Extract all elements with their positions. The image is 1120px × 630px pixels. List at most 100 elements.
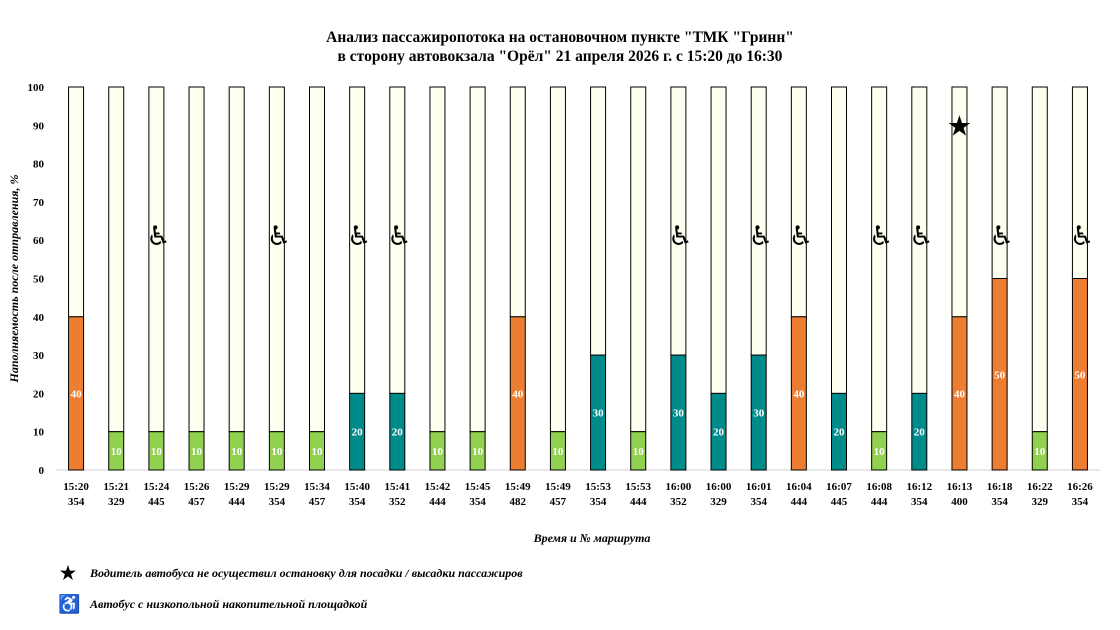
bar-data-label: 50 xyxy=(994,369,1006,381)
bar-data-label: 10 xyxy=(633,446,645,458)
bar xyxy=(871,431,888,471)
bar-remainder xyxy=(509,86,526,318)
wheelchair-marker-icon: ♿ xyxy=(909,221,933,252)
bar xyxy=(831,392,847,471)
bar-remainder xyxy=(108,86,125,433)
bar xyxy=(349,392,366,471)
bar xyxy=(911,392,928,471)
bar-data-label: 10 xyxy=(151,446,163,458)
bar-remainder xyxy=(831,86,847,394)
star-icon: ★ xyxy=(59,563,77,583)
x-tick-route: 400 xyxy=(951,496,968,508)
bar xyxy=(991,278,1008,471)
x-tick-time: 16:13 xyxy=(947,481,973,493)
x-tick-time: 16:26 xyxy=(1067,481,1093,493)
bar xyxy=(228,431,245,471)
y-tick-label: 40 xyxy=(33,312,45,324)
bar xyxy=(309,431,325,471)
y-tick-label: 80 xyxy=(33,159,45,171)
bar-data-label: 10 xyxy=(472,446,484,458)
x-tick-time: 15:45 xyxy=(465,481,491,493)
bar-remainder xyxy=(790,86,807,318)
x-tick-route: 354 xyxy=(750,496,767,508)
bar xyxy=(549,431,566,471)
x-tick-route: 354 xyxy=(269,496,286,508)
x-tick-route: 354 xyxy=(1072,496,1089,508)
y-tick-label: 50 xyxy=(33,274,45,286)
bar-data-label: 20 xyxy=(392,427,404,439)
x-tick-route: 354 xyxy=(349,496,366,508)
bar-remainder xyxy=(630,86,647,433)
y-axis-label: Наполняемость после отправления, % xyxy=(7,175,21,384)
bar-remainder xyxy=(871,86,888,433)
bar-data-label: 30 xyxy=(593,408,605,420)
bar-remainder xyxy=(590,86,607,356)
x-tick-time: 16:12 xyxy=(906,481,932,493)
wheelchair-marker-icon: ♿ xyxy=(789,221,813,252)
bar xyxy=(509,316,526,471)
bar-data-label: 10 xyxy=(191,446,203,458)
bar xyxy=(108,431,125,471)
bar-data-label: 50 xyxy=(1074,369,1086,381)
bar xyxy=(670,354,687,471)
bar-remainder xyxy=(469,86,486,433)
y-tick-label: 70 xyxy=(33,197,45,209)
wheelchair-marker-icon: ♿ xyxy=(668,221,692,252)
bar-data-label: 10 xyxy=(271,446,283,458)
y-tick-label: 10 xyxy=(33,427,45,439)
x-tick-route: 445 xyxy=(148,496,165,508)
bar xyxy=(389,392,406,471)
x-tick-time: 16:04 xyxy=(786,481,812,493)
y-tick-label: 100 xyxy=(28,82,45,94)
bar-remainder xyxy=(68,86,85,318)
x-tick-time: 15:34 xyxy=(304,481,330,493)
x-tick-time: 15:42 xyxy=(425,481,451,493)
wheelchair-icon: ♿ xyxy=(58,594,81,614)
x-tick-time: 16:01 xyxy=(746,481,772,493)
bar xyxy=(750,354,767,471)
bar-remainder xyxy=(268,86,285,433)
bar xyxy=(268,431,285,471)
bar-data-label: 10 xyxy=(231,446,243,458)
x-tick-route: 444 xyxy=(228,496,245,508)
wheelchair-marker-icon: ♿ xyxy=(749,221,773,252)
bar-data-label: 10 xyxy=(552,446,564,458)
x-tick-route: 352 xyxy=(389,496,406,508)
bar-data-label: 20 xyxy=(352,427,364,439)
bar-data-label: 40 xyxy=(954,388,966,400)
chart-title: Анализ пассажиропотока на остановочном п… xyxy=(0,28,1120,66)
wheelchair-marker-icon: ♿ xyxy=(990,221,1014,252)
x-tick-time: 15:21 xyxy=(103,481,129,493)
bar-data-label: 30 xyxy=(753,408,765,420)
x-tick-route: 445 xyxy=(831,496,848,508)
star-marker-icon: ★ xyxy=(947,109,972,142)
bar-remainder xyxy=(549,86,566,433)
bar xyxy=(590,354,607,471)
bar-remainder xyxy=(710,86,727,394)
x-tick-time: 15:49 xyxy=(505,481,531,493)
x-axis-label: Время и № маршрута xyxy=(533,531,651,545)
x-tick-route: 354 xyxy=(590,496,607,508)
x-tick-route: 354 xyxy=(469,496,486,508)
bar xyxy=(630,431,647,471)
y-tick-label: 30 xyxy=(33,350,45,362)
x-tick-route: 329 xyxy=(1032,496,1049,508)
bar-remainder xyxy=(188,86,205,433)
x-tick-route: 444 xyxy=(429,496,446,508)
x-tick-route: 352 xyxy=(670,496,687,508)
x-tick-time: 16:00 xyxy=(666,481,692,493)
bar xyxy=(710,392,727,471)
legend-low-floor-text: Автобус с низкопольной накопительной пло… xyxy=(90,597,368,611)
bar xyxy=(68,316,85,471)
y-tick-label: 60 xyxy=(33,235,45,247)
bar-data-label: 40 xyxy=(793,388,805,400)
wheelchair-marker-icon: ♿ xyxy=(146,221,170,252)
bar-data-label: 10 xyxy=(1034,446,1046,458)
bar-data-label: 40 xyxy=(512,388,524,400)
x-tick-route: 457 xyxy=(188,496,205,508)
x-tick-time: 15:40 xyxy=(344,481,370,493)
x-tick-route: 354 xyxy=(68,496,85,508)
x-tick-time: 15:53 xyxy=(585,481,611,493)
bar-data-label: 10 xyxy=(312,446,324,458)
